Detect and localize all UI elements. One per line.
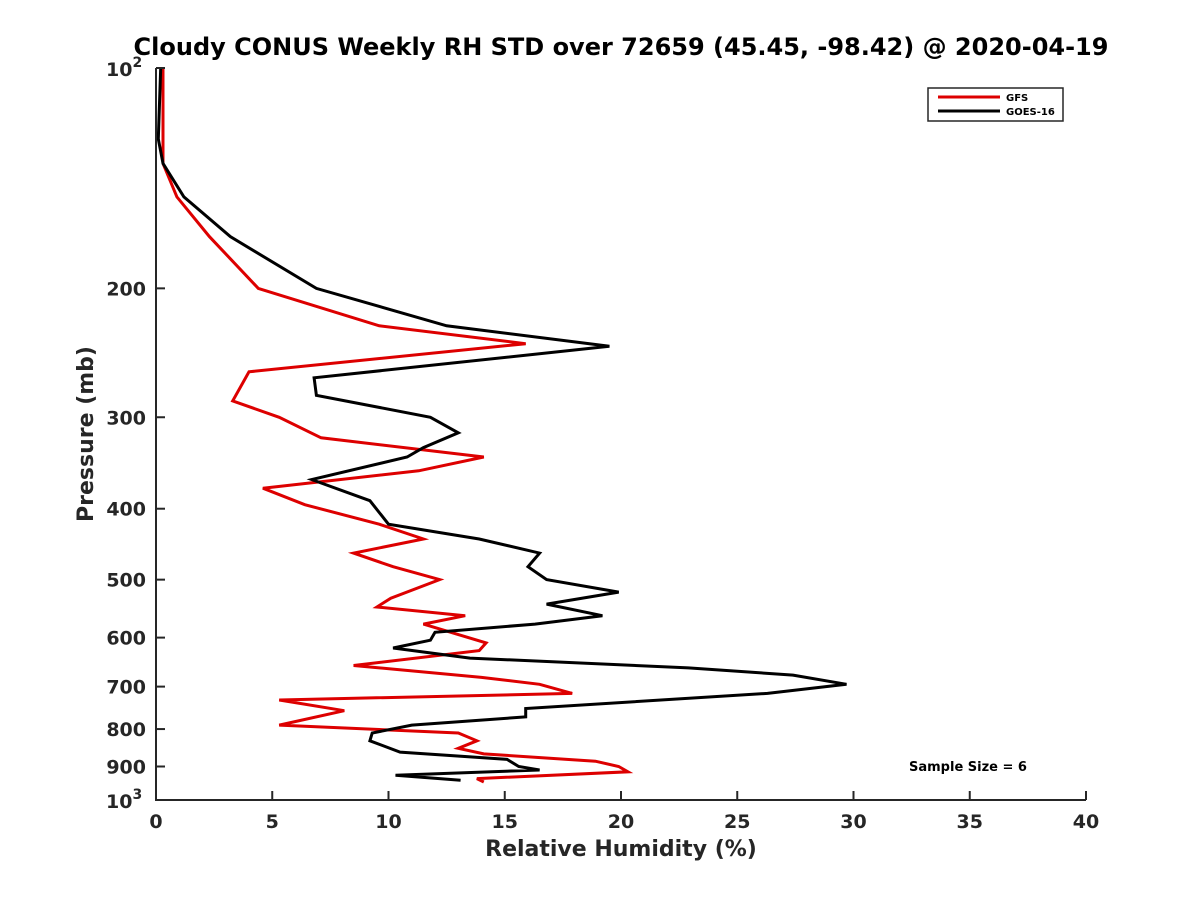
x-tick-label: 20 xyxy=(608,811,634,833)
legend-label: GFS xyxy=(1006,93,1028,104)
y-tick-label: 800 xyxy=(106,719,146,741)
y-tick-label: 700 xyxy=(106,677,146,699)
x-tick-label: 40 xyxy=(1073,811,1099,833)
y-tick-label: 500 xyxy=(106,570,146,592)
sample-size-annotation: Sample Size = 6 xyxy=(909,760,1027,775)
x-axis-ticks: 0 5 10 15 20 25 30 35 40 xyxy=(149,791,1099,833)
series-layer xyxy=(156,67,847,784)
y-tick-label: 200 xyxy=(106,278,146,300)
series-line-gfs xyxy=(161,68,634,784)
y-tick-label: 900 xyxy=(106,757,146,779)
series-line-goes-16 xyxy=(156,67,847,782)
legend-box xyxy=(927,87,1064,122)
y-tick-label: 600 xyxy=(106,628,146,650)
y-axis-label: Pressure (mb) xyxy=(74,346,99,522)
y-tick-label: 400 xyxy=(106,499,146,521)
x-tick-label: 10 xyxy=(375,811,401,833)
legend-label: GOES-16 xyxy=(1006,107,1055,118)
x-tick-label: 5 xyxy=(266,811,279,833)
x-axis-label: Relative Humidity (%) xyxy=(485,837,757,862)
x-tick-label: 0 xyxy=(149,811,162,833)
x-tick-label: 30 xyxy=(840,811,866,833)
x-tick-label: 25 xyxy=(724,811,750,833)
x-tick-label: 35 xyxy=(957,811,983,833)
chart-title: Cloudy CONUS Weekly RH STD over 72659 (4… xyxy=(134,33,1109,61)
legend: GFS GOES-16 xyxy=(927,87,1064,122)
x-tick-label: 15 xyxy=(492,811,518,833)
y-tick-label: 300 xyxy=(106,407,146,429)
